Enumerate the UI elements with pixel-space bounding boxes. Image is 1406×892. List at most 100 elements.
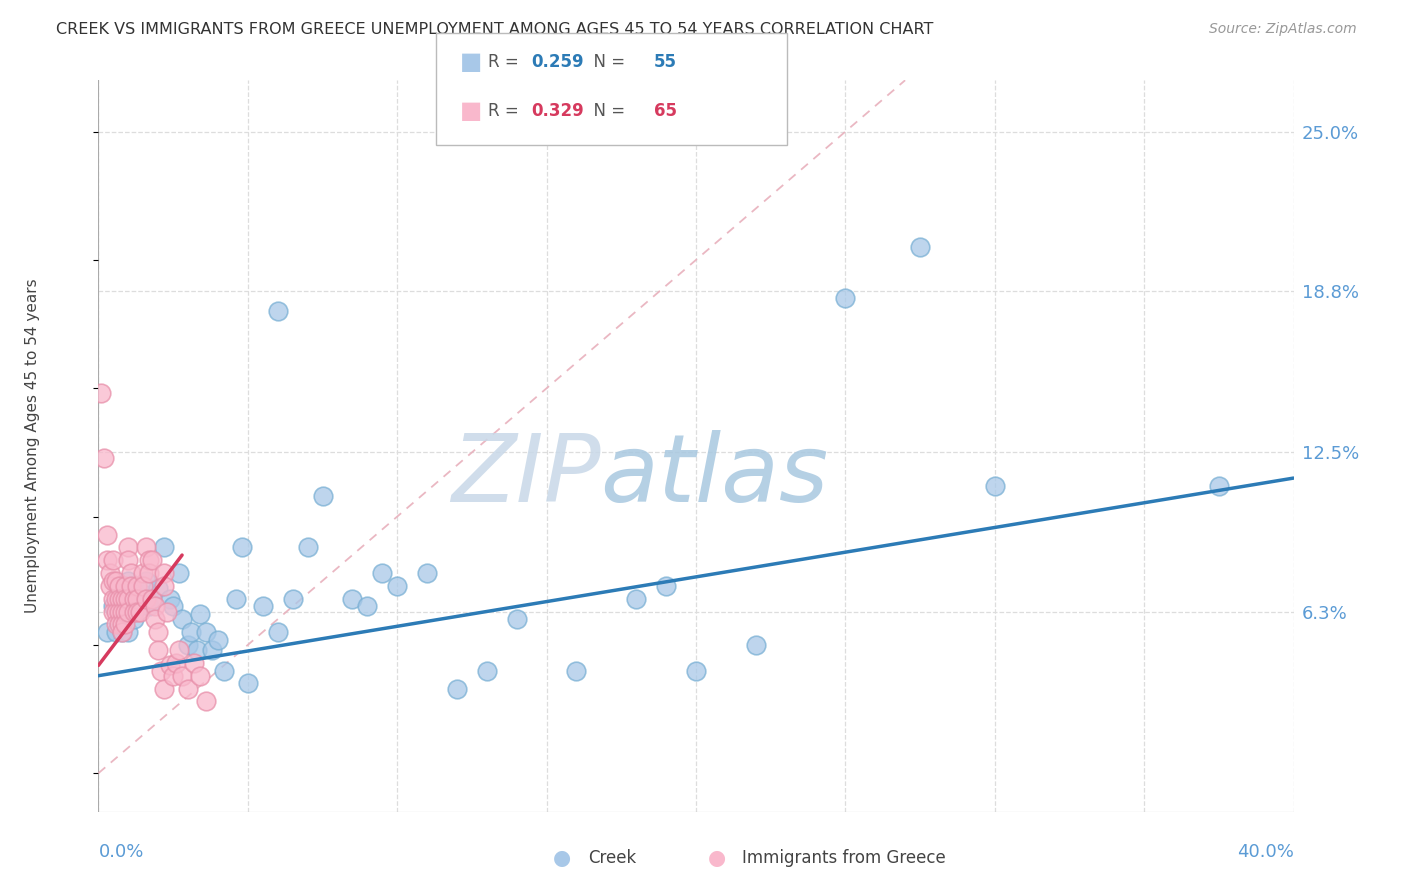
Point — [108, 586, 131, 600]
Point — [114, 612, 136, 626]
Point — [143, 612, 166, 626]
Point — [117, 605, 139, 619]
Point — [120, 566, 142, 580]
Point — [236, 676, 259, 690]
Point — [103, 553, 125, 567]
Point — [124, 591, 146, 606]
Point — [172, 669, 194, 683]
Point — [148, 582, 170, 596]
Point — [96, 625, 118, 640]
Point — [188, 607, 211, 621]
Point — [162, 669, 184, 683]
Point — [138, 599, 160, 614]
Point — [165, 656, 187, 670]
Point — [172, 612, 194, 626]
Point — [207, 632, 229, 647]
Text: 55: 55 — [654, 54, 676, 71]
Point — [114, 591, 136, 606]
Point — [446, 681, 468, 696]
Point — [201, 643, 224, 657]
Point — [108, 579, 131, 593]
Text: Source: ZipAtlas.com: Source: ZipAtlas.com — [1209, 22, 1357, 37]
Point — [212, 664, 235, 678]
Point — [108, 605, 131, 619]
Point — [159, 658, 181, 673]
Point — [162, 599, 184, 614]
Point — [225, 591, 247, 606]
Point — [103, 605, 125, 619]
Point — [103, 599, 125, 614]
Point — [108, 617, 131, 632]
Point — [195, 625, 218, 640]
Text: 0.329: 0.329 — [531, 102, 585, 120]
Point — [183, 656, 205, 670]
Point — [141, 553, 163, 567]
Point — [834, 292, 856, 306]
Point — [90, 386, 112, 401]
Point — [267, 625, 290, 640]
Point — [231, 541, 253, 555]
Point — [506, 612, 529, 626]
Point — [416, 566, 439, 580]
Point — [188, 669, 211, 683]
Text: Creek: Creek — [588, 849, 636, 867]
Point — [105, 574, 128, 588]
Text: R =: R = — [488, 54, 524, 71]
Point — [195, 694, 218, 708]
Point — [311, 489, 333, 503]
Point — [252, 599, 274, 614]
Point — [1208, 479, 1230, 493]
Point — [143, 599, 166, 614]
Text: 0.259: 0.259 — [531, 54, 583, 71]
Point — [127, 579, 149, 593]
Text: 40.0%: 40.0% — [1237, 843, 1294, 861]
Point — [385, 579, 409, 593]
Point — [177, 638, 200, 652]
Point — [111, 625, 134, 640]
Point — [475, 664, 498, 678]
Point — [685, 664, 707, 678]
Point — [135, 541, 157, 555]
Point — [148, 625, 170, 640]
Point — [108, 591, 131, 606]
Point — [371, 566, 394, 580]
Text: atlas: atlas — [600, 430, 828, 521]
Text: CREEK VS IMMIGRANTS FROM GREECE UNEMPLOYMENT AMONG AGES 45 TO 54 YEARS CORRELATI: CREEK VS IMMIGRANTS FROM GREECE UNEMPLOY… — [56, 22, 934, 37]
Point — [267, 304, 290, 318]
Point — [153, 541, 176, 555]
Point — [565, 664, 588, 678]
Text: 65: 65 — [654, 102, 676, 120]
Point — [342, 591, 364, 606]
Point — [153, 566, 176, 580]
Point — [124, 612, 146, 626]
Point — [117, 574, 139, 588]
Point — [114, 605, 136, 619]
Point — [132, 579, 155, 593]
Text: N =: N = — [583, 54, 631, 71]
Point — [96, 553, 118, 567]
Point — [297, 541, 319, 555]
Text: Immigrants from Greece: Immigrants from Greece — [742, 849, 946, 867]
Text: R =: R = — [488, 102, 524, 120]
Text: ●: ● — [709, 848, 725, 868]
Point — [138, 553, 160, 567]
Point — [129, 605, 152, 619]
Point — [148, 643, 170, 657]
Point — [124, 605, 146, 619]
Point — [93, 450, 115, 465]
Point — [111, 605, 134, 619]
Point — [117, 591, 139, 606]
Text: Unemployment Among Ages 45 to 54 years: Unemployment Among Ages 45 to 54 years — [25, 278, 41, 614]
Point — [135, 591, 157, 606]
Point — [117, 541, 139, 555]
Point — [105, 591, 128, 606]
Point — [127, 591, 149, 606]
Text: 0.0%: 0.0% — [98, 843, 143, 861]
Point — [186, 643, 208, 657]
Text: ■: ■ — [460, 99, 482, 122]
Point — [111, 591, 134, 606]
Point — [132, 586, 155, 600]
Point — [626, 591, 648, 606]
Point — [105, 617, 128, 632]
Point — [141, 591, 163, 606]
